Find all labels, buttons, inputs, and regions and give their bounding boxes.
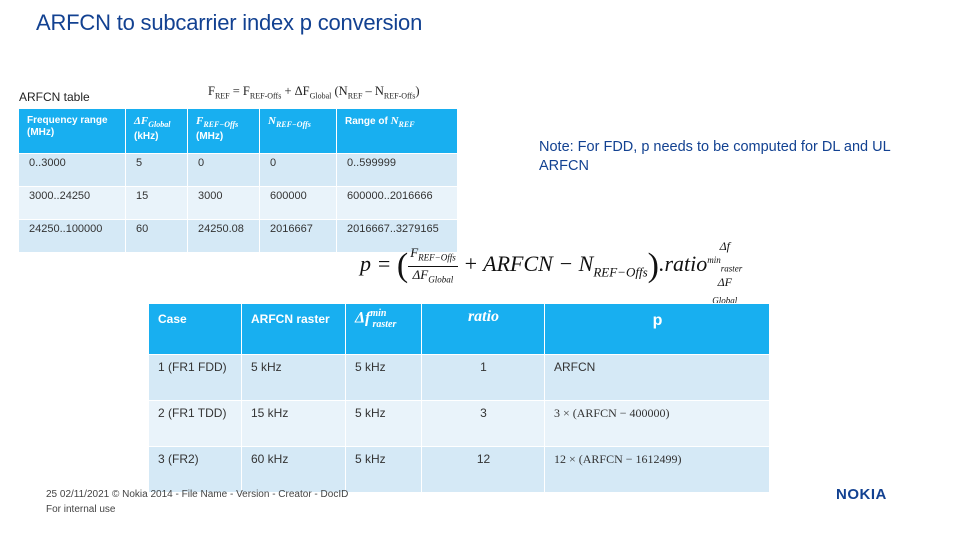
delta-f-cell: 5 kHz (345, 354, 422, 401)
header-p: p (544, 303, 770, 355)
subcarrier-index-equation: p = (FREF−Offs ΔFGlobal + ARFCN − NREF−Of… (360, 239, 743, 306)
arfcn-table-header-row: Frequency range (MHz) ΔFGlobal (kHz) FREF… (18, 108, 458, 154)
table-cell: 600000 (259, 186, 337, 220)
table-cell: 2016667..3279165 (336, 219, 458, 253)
arfcn-table-caption: ARFCN table (19, 90, 90, 104)
table-row: 24250..100000 60 24250.08 2016667 201666… (18, 219, 458, 253)
p-cell: 3 × (ARFCN − 400000) (544, 400, 770, 447)
table-cell: 60 (125, 219, 188, 253)
table-cell: 3000 (187, 186, 260, 220)
table-row: 2 (FR1 TDD) 15 kHz 5 kHz 3 3 × (ARFCN − … (148, 400, 770, 447)
p-cell: 12 × (ARFCN − 1612499) (544, 446, 770, 493)
table-row: 3 (FR2) 60 kHz 5 kHz 12 12 × (ARFCN − 16… (148, 446, 770, 493)
case-cell: 1 (FR1 FDD) (148, 354, 242, 401)
table-cell: 0..3000 (18, 153, 126, 187)
header-arfcn-raster: ARFCN raster (241, 303, 346, 355)
equation-ratio-exponent: Δf minraster ΔF Global (707, 239, 743, 306)
ratio-cell: 1 (421, 354, 545, 401)
table-row: 0..3000 5 0 0 0..599999 (18, 153, 458, 187)
header-range-of-n-ref: Range of NREF (336, 108, 458, 154)
delta-f-cell: 5 kHz (345, 446, 422, 493)
delta-f-cell: 5 kHz (345, 400, 422, 447)
table-cell: 24250.08 (187, 219, 260, 253)
equation-fraction: FREF−Offs ΔFGlobal (408, 245, 458, 285)
table-cell: 5 (125, 153, 188, 187)
ratio-cell: 3 (421, 400, 545, 447)
nokia-logo: NOKIA (836, 486, 887, 503)
table-cell: 15 (125, 186, 188, 220)
table-cell: 0..599999 (336, 153, 458, 187)
footer-classification: For internal use (46, 504, 116, 515)
ratio-cell: 12 (421, 446, 545, 493)
reference-frequency-formula: FREF = FREF-Offs + ΔFGlobal (NREF – NREF… (208, 84, 420, 101)
p-cell: ARFCN (544, 354, 770, 401)
case-table: Case ARFCN raster Δfminraster ratio p 1 … (148, 303, 770, 493)
header-f-ref-offs: FREF−Offs (MHz) (187, 108, 260, 154)
table-cell: 0 (187, 153, 260, 187)
raster-cell: 5 kHz (241, 354, 346, 401)
header-ratio: ratio (421, 303, 545, 355)
table-cell: 2016667 (259, 219, 337, 253)
header-delta-f-global: ΔFGlobal (kHz) (125, 108, 188, 154)
table-cell: 3000..24250 (18, 186, 126, 220)
table-row: 3000..24250 15 3000 600000 600000..20166… (18, 186, 458, 220)
header-n-ref-offs: NREF−Offs (259, 108, 337, 154)
table-cell: 0 (259, 153, 337, 187)
table-cell: 24250..100000 (18, 219, 126, 253)
slide-title: ARFCN to subcarrier index p conversion (36, 10, 423, 35)
case-cell: 3 (FR2) (148, 446, 242, 493)
header-frequency-range: Frequency range (MHz) (18, 108, 126, 154)
case-cell: 2 (FR1 TDD) (148, 400, 242, 447)
footer-meta: 25 02/11/2021 © Nokia 2014 - File Name -… (46, 489, 349, 500)
raster-cell: 60 kHz (241, 446, 346, 493)
arfcn-table: Frequency range (MHz) ΔFGlobal (kHz) FREF… (18, 108, 458, 253)
header-case: Case (148, 303, 242, 355)
table-row: 1 (FR1 FDD) 5 kHz 5 kHz 1 ARFCN (148, 354, 770, 401)
header-delta-f-raster-min: Δfminraster (345, 303, 422, 355)
case-table-header-row: Case ARFCN raster Δfminraster ratio p (148, 303, 770, 355)
fdd-note: Note: For FDD, p needs to be computed fo… (539, 139, 891, 174)
table-cell: 600000..2016666 (336, 186, 458, 220)
raster-cell: 15 kHz (241, 400, 346, 447)
